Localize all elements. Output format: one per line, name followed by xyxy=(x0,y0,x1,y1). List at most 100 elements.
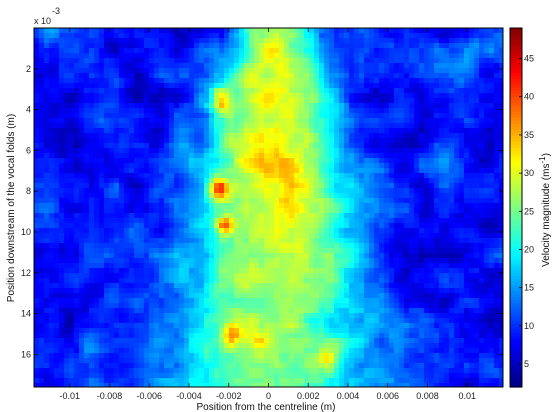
heatmap-cell xyxy=(79,83,85,89)
heatmap-cell xyxy=(209,173,215,179)
heatmap-cell xyxy=(139,68,145,74)
heatmap-cell xyxy=(289,288,295,294)
heatmap-cell xyxy=(259,73,265,79)
heatmap-cell xyxy=(484,148,490,154)
heatmap-cell xyxy=(459,48,465,54)
heatmap-cell xyxy=(239,113,245,119)
heatmap-cell xyxy=(194,158,200,164)
heatmap-cell xyxy=(219,43,225,49)
heatmap-cell xyxy=(224,28,230,34)
heatmap-cell xyxy=(119,163,125,169)
heatmap-cell xyxy=(324,103,330,109)
heatmap-cell xyxy=(389,58,395,64)
heatmap-cell xyxy=(424,208,430,214)
heatmap-cell xyxy=(354,288,360,294)
heatmap-cell xyxy=(234,98,240,104)
heatmap-cell xyxy=(454,218,460,224)
heatmap-cell xyxy=(409,78,415,84)
heatmap-cell xyxy=(484,238,490,244)
heatmap-cell xyxy=(439,153,445,159)
heatmap-cell xyxy=(79,108,85,114)
heatmap-cell xyxy=(284,98,290,104)
heatmap-cell xyxy=(434,218,440,224)
heatmap-cell xyxy=(384,268,390,274)
heatmap-cell xyxy=(444,228,450,234)
heatmap-cell xyxy=(254,58,260,64)
heatmap-cell xyxy=(254,118,260,124)
heatmap-cell xyxy=(429,198,435,204)
heatmap-cell xyxy=(404,48,410,54)
heatmap-cell xyxy=(114,148,120,154)
heatmap-cell xyxy=(374,123,380,129)
heatmap-cell xyxy=(294,193,300,199)
heatmap-cell xyxy=(264,273,270,279)
heatmap-cell xyxy=(279,138,285,144)
heatmap-cell xyxy=(419,38,425,44)
heatmap-cell xyxy=(254,108,260,114)
heatmap-cell xyxy=(199,218,205,224)
heatmap-cell xyxy=(379,143,385,149)
heatmap-cell xyxy=(169,283,175,289)
heatmap-cell xyxy=(399,98,405,104)
heatmap-cell xyxy=(89,153,95,159)
heatmap-cell xyxy=(234,278,240,284)
heatmap-cell xyxy=(34,33,40,39)
heatmap-cell xyxy=(79,163,85,169)
heatmap-cell xyxy=(264,168,270,174)
heatmap-cell xyxy=(264,68,270,74)
heatmap-cell xyxy=(254,88,260,94)
heatmap-cell xyxy=(134,33,140,39)
heatmap-cell xyxy=(189,148,195,154)
heatmap-cell xyxy=(54,83,60,89)
heatmap-cell xyxy=(184,83,190,89)
heatmap-cell xyxy=(384,128,390,134)
heatmap-cell xyxy=(104,218,110,224)
heatmap-cell xyxy=(44,103,50,109)
heatmap-cell xyxy=(254,273,260,279)
heatmap-cell xyxy=(359,78,365,84)
heatmap-cell xyxy=(324,238,330,244)
heatmap-cell xyxy=(209,88,215,94)
heatmap-cell xyxy=(199,243,205,249)
heatmap-cell xyxy=(204,208,210,214)
heatmap-cell xyxy=(429,203,435,209)
heatmap-cell xyxy=(214,178,220,184)
heatmap-cell xyxy=(369,128,375,134)
heatmap-cell xyxy=(444,278,450,284)
heatmap-cell xyxy=(489,63,495,69)
heatmap-cell xyxy=(424,78,430,84)
heatmap-cell xyxy=(454,53,460,59)
heatmap-cell xyxy=(439,263,445,269)
heatmap-cell xyxy=(69,108,75,114)
heatmap-cell xyxy=(349,98,355,104)
heatmap-cell xyxy=(429,83,435,89)
heatmap-cell xyxy=(164,193,170,199)
heatmap-cell xyxy=(394,43,400,49)
heatmap-cell xyxy=(224,233,230,239)
heatmap-cell xyxy=(364,278,370,284)
heatmap-cell xyxy=(144,93,150,99)
heatmap-cell xyxy=(154,163,160,169)
heatmap-cell xyxy=(114,83,120,89)
heatmap-cell xyxy=(264,223,270,229)
heatmap-cell xyxy=(209,28,215,34)
heatmap-cell xyxy=(454,58,460,64)
heatmap-cell xyxy=(454,188,460,194)
heatmap-cell xyxy=(124,43,130,49)
heatmap-cell xyxy=(264,208,270,214)
heatmap-cell xyxy=(314,113,320,119)
heatmap-cell xyxy=(369,288,375,294)
heatmap-cell xyxy=(119,48,125,54)
heatmap-cell xyxy=(339,128,345,134)
heatmap-cell xyxy=(499,33,503,39)
heatmap-cell xyxy=(464,68,470,74)
heatmap-cell xyxy=(294,33,300,39)
heatmap-cell xyxy=(354,148,360,154)
heatmap-cell xyxy=(414,238,420,244)
heatmap-cell xyxy=(289,183,295,189)
heatmap-cell xyxy=(34,188,40,194)
heatmap-cell xyxy=(374,133,380,139)
heatmap-cell xyxy=(444,123,450,129)
heatmap-cell xyxy=(219,93,225,99)
heatmap-cell xyxy=(264,33,270,39)
